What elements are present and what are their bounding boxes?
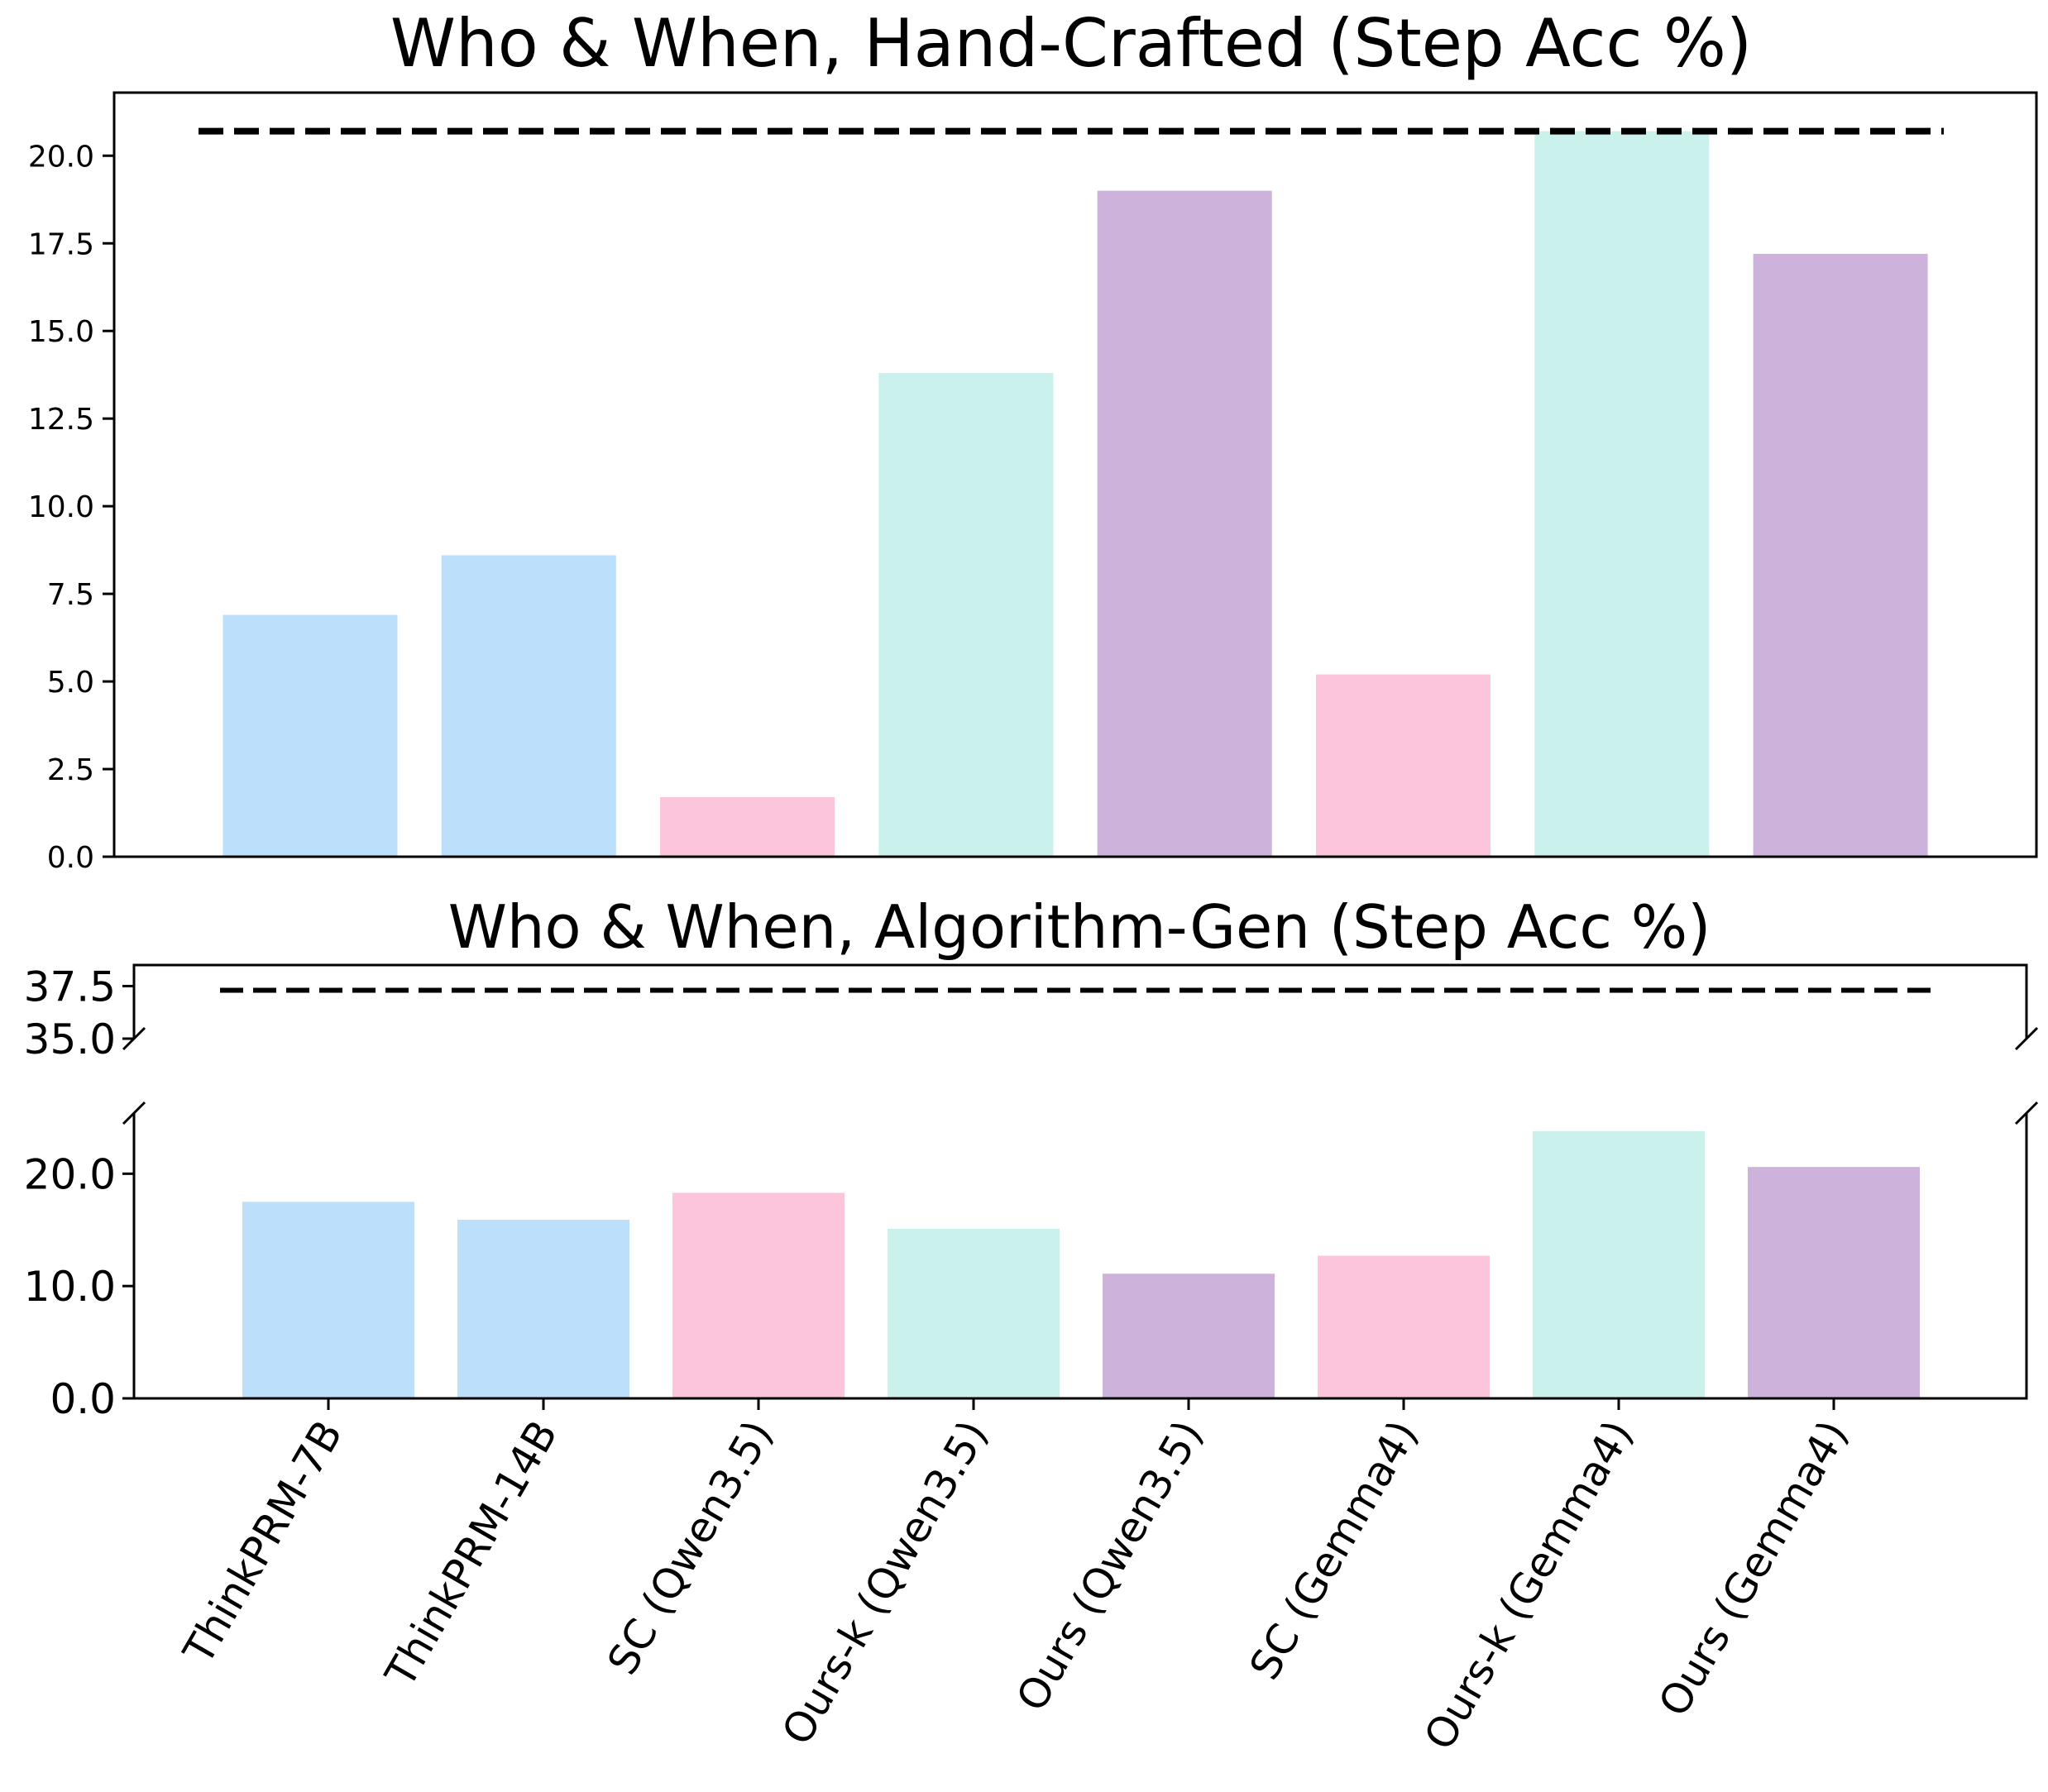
x-tick-label: SC (Gemma4) — [1241, 1412, 1428, 1688]
x-tick-label: Ours-k (Qwen3.5) — [773, 1412, 997, 1753]
lower-frame — [132, 1113, 2028, 1400]
bar — [660, 796, 835, 857]
y-tick-label: 10.0 — [24, 1263, 116, 1311]
x-tick-label: Ours (Qwen3.5) — [1007, 1412, 1213, 1719]
axis-break-mark — [2014, 1026, 2039, 1051]
bar — [1316, 674, 1491, 857]
bar — [1533, 1130, 1705, 1398]
bar — [441, 555, 616, 857]
axis-break-mark — [122, 1101, 146, 1125]
x-tick-label: ThinkPRM-7B — [174, 1412, 352, 1673]
bar — [1103, 1274, 1275, 1398]
bar — [672, 1192, 845, 1398]
bar — [242, 1202, 414, 1398]
bar — [1753, 253, 1928, 857]
bar — [888, 1228, 1060, 1398]
bar — [878, 373, 1054, 857]
chart-2-title: Who & When, Algorithm-Gen (Step Acc %) — [448, 892, 1711, 962]
plot-frame — [112, 91, 2038, 858]
upper-frame — [132, 963, 2028, 1039]
y-tick-label: 10.0 — [28, 490, 94, 524]
x-tick-label: Ours (Gemma4) — [1649, 1412, 1857, 1724]
axis-break-mark — [2014, 1101, 2039, 1125]
bar — [1318, 1255, 1490, 1398]
y-tick-label: 35.0 — [24, 1015, 116, 1063]
y-tick-label: 2.5 — [47, 753, 94, 787]
y-tick-label: 5.0 — [47, 666, 94, 700]
y-tick-label: 12.5 — [28, 403, 94, 437]
y-tick-label: 20.0 — [28, 140, 94, 174]
x-tick-label: ThinkPRM-14B — [376, 1412, 567, 1695]
y-tick-label: 7.5 — [47, 578, 94, 612]
chart-1-title: Who & When, Hand-Crafted (Step Acc %) — [390, 5, 1752, 82]
x-tick-label: Ours-k (Gemma4) — [1415, 1412, 1643, 1758]
y-tick-label: 17.5 — [28, 227, 94, 261]
bar — [223, 614, 398, 857]
chart-2-plot: 35.037.5 0.0 10.0 20.0 ThinkPRM-7B ThinkPRM-1… — [24, 963, 2039, 1758]
y-tick-label: 0.0 — [50, 1375, 116, 1423]
chart-1-plot: 0.0 2.5 5.0 7.5 10.0 12.5 15.0 17.5 20.0 — [28, 91, 2038, 875]
y-tick-label: 15.0 — [28, 315, 94, 349]
y-tick-label: 37.5 — [24, 963, 116, 1011]
x-tick-label: SC (Qwen3.5) — [598, 1412, 782, 1683]
bar — [1097, 190, 1272, 857]
bar — [1748, 1167, 1920, 1398]
bar — [457, 1220, 629, 1398]
y-tick-label: 20.0 — [24, 1150, 116, 1198]
bar — [1534, 131, 1710, 858]
y-tick-label: 0.0 — [47, 841, 94, 875]
